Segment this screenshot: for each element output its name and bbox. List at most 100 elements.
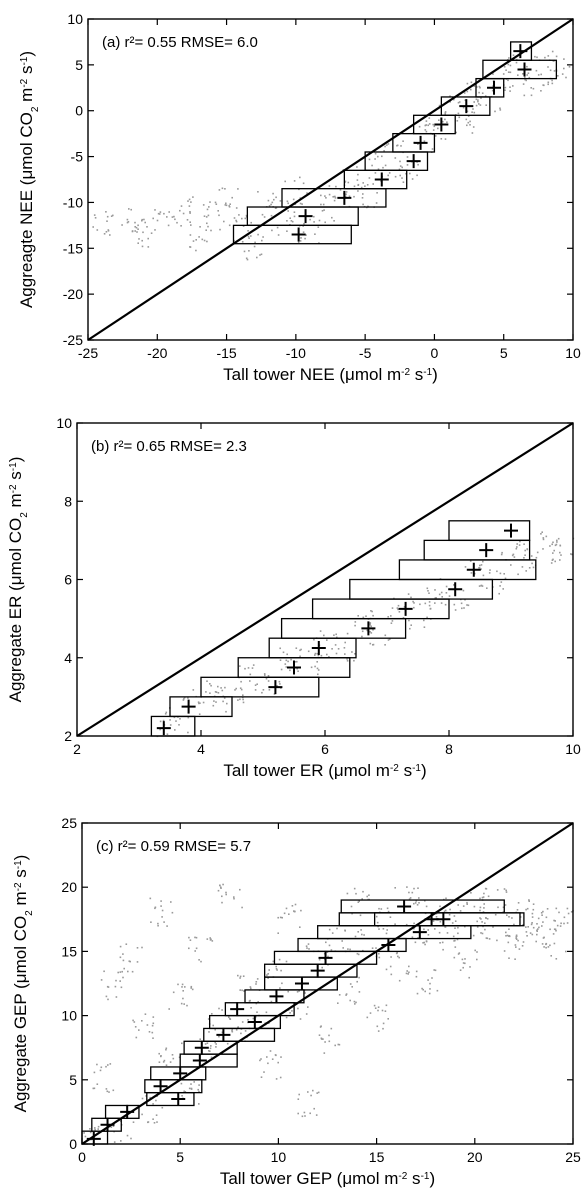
scatter-point xyxy=(384,164,387,167)
scatter-point xyxy=(146,226,148,228)
scatter-point xyxy=(296,667,298,670)
scatter-point xyxy=(223,220,225,223)
scatter-point xyxy=(143,218,145,221)
scatter-point xyxy=(93,1087,96,1090)
scatter-point xyxy=(204,1043,207,1045)
scatter-point xyxy=(482,911,485,913)
scatter-point xyxy=(424,602,427,605)
scatter-point xyxy=(362,890,364,893)
scatter-point xyxy=(508,916,510,918)
scatter-point xyxy=(260,1076,263,1078)
scatter-point xyxy=(525,931,528,933)
scatter-point xyxy=(402,617,405,619)
scatter-point xyxy=(337,1002,339,1004)
scatter-point xyxy=(220,886,222,889)
scatter-point xyxy=(109,234,111,236)
scatter-point xyxy=(345,193,347,195)
scatter-point xyxy=(197,701,200,703)
scatter-point xyxy=(218,214,220,217)
scatter-point xyxy=(508,928,510,930)
scatter-point xyxy=(307,1091,309,1093)
scatter-point xyxy=(384,1010,387,1012)
scatter-point xyxy=(107,998,109,1001)
scatter-point xyxy=(353,185,356,188)
scatter-point xyxy=(320,654,323,657)
bin-mean-cross xyxy=(361,621,376,636)
scatter-point xyxy=(167,224,170,227)
scatter-point xyxy=(294,203,297,205)
scatter-point xyxy=(546,908,549,910)
scatter-point xyxy=(408,965,410,968)
scatter-point xyxy=(446,932,449,934)
scatter-point xyxy=(187,731,189,734)
scatter-point xyxy=(466,90,469,93)
scatter-point xyxy=(235,1029,238,1031)
scatter-point xyxy=(290,220,293,222)
scatter-point xyxy=(502,911,505,913)
scatter-point xyxy=(141,219,143,222)
scatter-point xyxy=(159,728,161,731)
scatter-point xyxy=(141,245,144,248)
scatter-point xyxy=(210,1045,212,1047)
scatter-point xyxy=(453,98,455,101)
scatter-point xyxy=(172,991,175,994)
scatter-point xyxy=(255,981,258,983)
scatter-point xyxy=(508,935,510,937)
bin-mean-cross xyxy=(156,721,171,736)
scatter-point xyxy=(391,620,394,622)
scatter-point xyxy=(466,124,468,127)
bin-mean-cross xyxy=(337,190,352,205)
scatter-point xyxy=(444,138,447,140)
scatter-point xyxy=(158,1052,160,1055)
scatter-point xyxy=(411,178,414,180)
scatter-point xyxy=(482,560,484,563)
scatter-point xyxy=(250,1007,252,1009)
scatter-point xyxy=(481,896,484,899)
scatter-point xyxy=(468,976,470,979)
scatter-point xyxy=(210,938,212,941)
scatter-point xyxy=(314,652,317,655)
scatter-point xyxy=(138,238,140,240)
scatter-point xyxy=(221,689,224,692)
scatter-point xyxy=(484,887,487,890)
x-tick-label: 8 xyxy=(445,741,453,757)
scatter-point xyxy=(525,908,527,911)
scatter-point xyxy=(422,988,424,991)
scatter-point xyxy=(345,994,347,996)
scatter-point xyxy=(215,691,218,693)
scatter-point xyxy=(439,905,441,908)
scatter-point xyxy=(345,993,348,995)
scatter-point xyxy=(297,1007,299,1010)
scatter-point xyxy=(205,216,208,218)
scatter-point xyxy=(103,970,105,973)
bin-mean-cross xyxy=(318,950,333,965)
bin-box xyxy=(340,899,505,914)
scatter-point xyxy=(515,934,518,937)
scatter-point xyxy=(469,560,472,562)
scatter-point xyxy=(318,1034,321,1036)
scatter-point xyxy=(382,928,385,930)
scatter-point xyxy=(445,592,448,594)
scatter-point xyxy=(540,912,543,914)
scatter-point xyxy=(144,1013,147,1015)
bin-mean-cross xyxy=(230,1002,245,1017)
scatter-point xyxy=(320,194,322,197)
scatter-point xyxy=(321,210,324,212)
scatter-point xyxy=(252,1017,255,1020)
scatter-point xyxy=(526,935,528,937)
scatter-point xyxy=(365,615,367,617)
y-axis-label: Aggregate ER (μmol CO2 m-2 s-1) xyxy=(6,457,30,703)
scatter-point xyxy=(453,915,456,917)
scatter-point xyxy=(249,680,251,682)
scatter-point xyxy=(531,922,533,924)
scatter-point xyxy=(545,916,548,919)
scatter-point xyxy=(309,218,311,221)
scatter-point xyxy=(181,1042,183,1045)
scatter-point xyxy=(279,1076,282,1079)
scatter-point xyxy=(121,224,123,226)
scatter-point xyxy=(515,937,517,939)
y-tick-label: 0 xyxy=(69,1136,77,1152)
scatter-point xyxy=(316,652,319,655)
scatter-point xyxy=(267,973,269,975)
scatter-point xyxy=(240,688,243,691)
